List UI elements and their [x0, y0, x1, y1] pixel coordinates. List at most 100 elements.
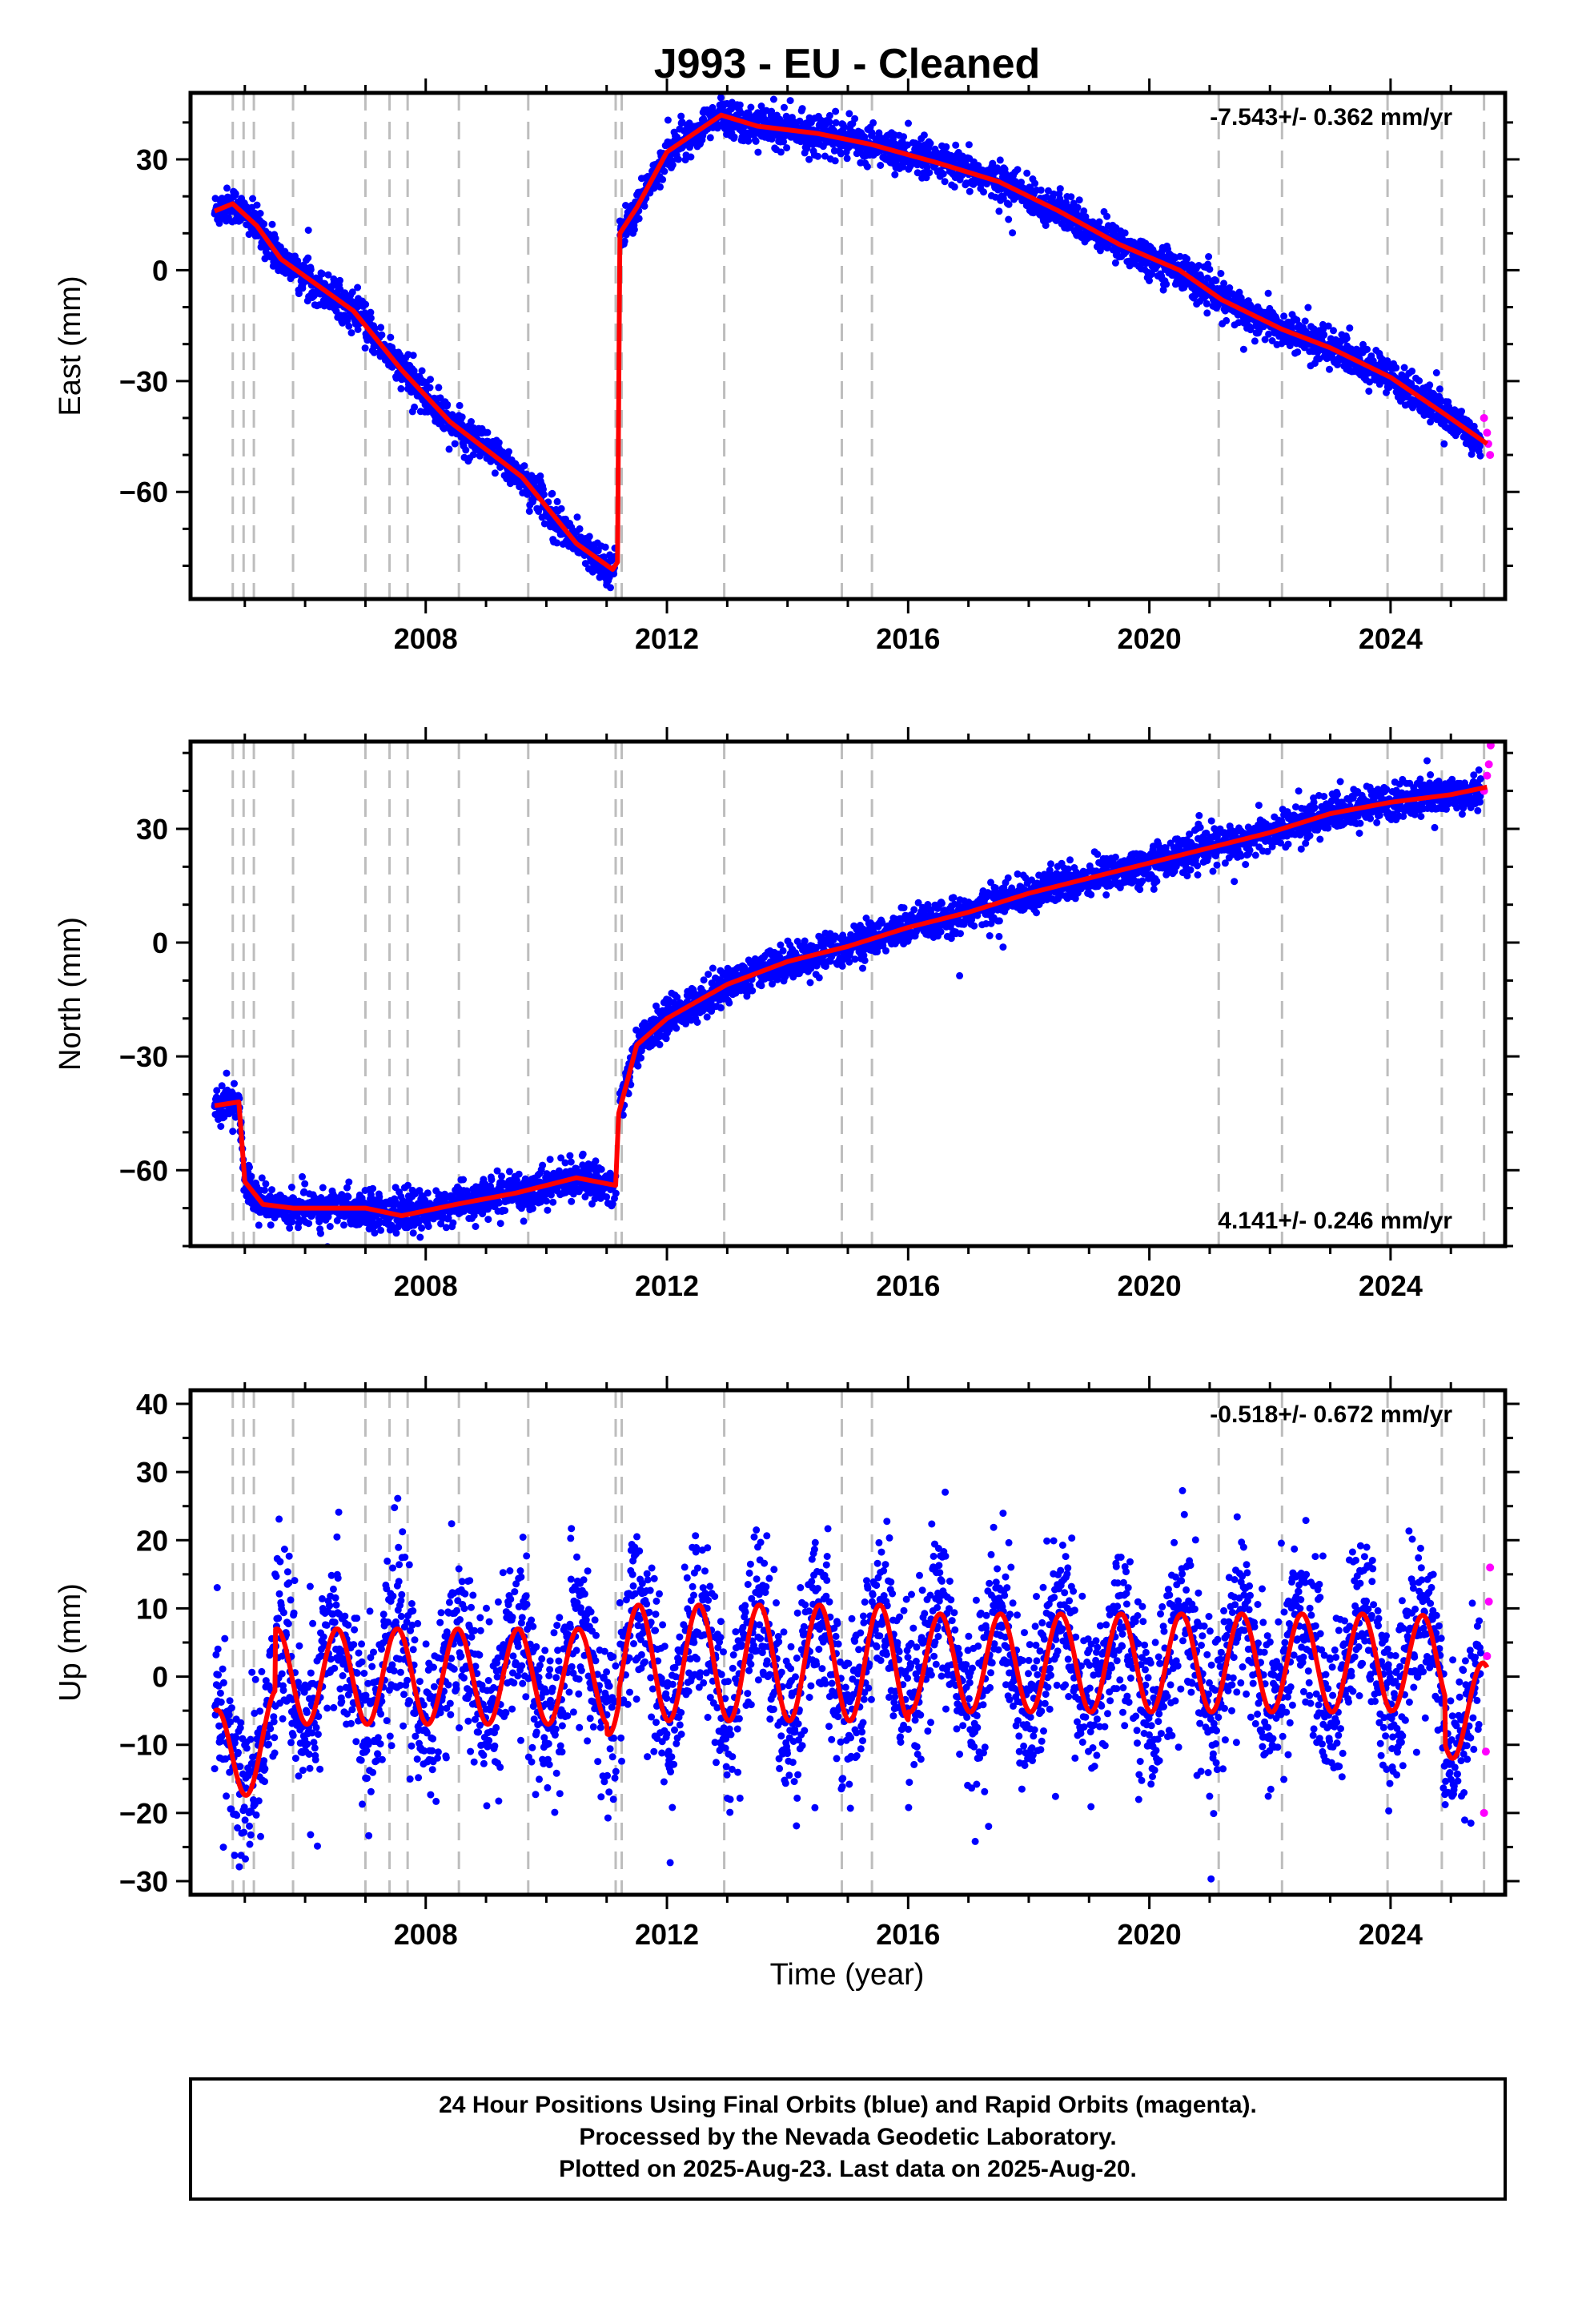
final-orbit-point	[1435, 385, 1443, 393]
final-orbit-point	[276, 243, 284, 251]
final-orbit-point	[942, 143, 950, 151]
final-orbit-point	[603, 1193, 611, 1201]
final-orbit-point	[923, 163, 931, 171]
final-orbit-point	[677, 112, 685, 120]
final-orbit-point	[1082, 213, 1090, 221]
final-orbit-point	[891, 171, 899, 179]
final-orbit-point	[345, 1178, 353, 1186]
final-orbit-point	[548, 489, 556, 497]
final-orbit-point	[926, 169, 934, 177]
final-orbit-point	[231, 1113, 239, 1121]
final-orbit-point	[543, 1197, 550, 1205]
final-orbit-point	[754, 148, 762, 156]
final-orbit-point	[1103, 212, 1111, 220]
final-orbit-point	[1294, 348, 1302, 356]
final-orbit-point	[377, 1226, 385, 1234]
final-orbit-point	[392, 1229, 400, 1237]
final-orbit-point	[435, 384, 443, 392]
final-orbit-point	[340, 1221, 347, 1229]
final-orbit-point	[941, 178, 949, 186]
final-orbit-point	[568, 1197, 576, 1205]
final-orbit-point	[1037, 186, 1045, 194]
final-orbit-point	[693, 1019, 701, 1026]
final-orbit-point	[950, 183, 958, 191]
final-orbit-point	[411, 403, 419, 411]
final-orbit-point	[468, 418, 475, 425]
final-orbit-point	[869, 119, 877, 127]
final-orbit-point	[1304, 304, 1312, 312]
final-orbit-point	[952, 141, 960, 149]
final-orbit-point	[703, 1013, 711, 1021]
final-orbit-point	[851, 115, 859, 123]
final-orbit-point	[520, 462, 528, 470]
final-orbit-point	[347, 329, 355, 337]
final-orbit-point	[640, 202, 648, 210]
final-orbit-point	[656, 1040, 664, 1048]
y-tick-label: 30	[136, 143, 168, 176]
model-line	[213, 112, 1489, 573]
final-orbit-point	[336, 276, 343, 284]
final-orbit-point	[1056, 185, 1064, 193]
final-orbit-point	[1239, 345, 1247, 353]
final-orbit-point	[905, 119, 912, 127]
final-orbit-point	[528, 1204, 536, 1212]
final-orbit-point	[288, 1218, 296, 1226]
final-orbit-point	[607, 584, 614, 592]
final-orbit-point	[496, 1220, 504, 1228]
final-orbit-point	[913, 169, 921, 177]
final-orbit-point	[354, 325, 362, 333]
final-orbit-point	[1018, 179, 1025, 187]
final-orbit-point	[747, 103, 755, 111]
final-orbit-point	[706, 134, 714, 142]
final-orbit-point	[299, 1172, 306, 1180]
final-orbit-point	[1074, 203, 1082, 211]
y-axis-label: East (mm)	[54, 275, 87, 416]
final-orbit-point	[1427, 418, 1435, 426]
y-tick-label: −60	[119, 476, 168, 509]
final-orbit-point	[305, 1220, 313, 1228]
final-orbit-point	[1476, 442, 1484, 450]
rapid-orbit-point	[1486, 451, 1495, 460]
final-orbit-point	[576, 525, 584, 533]
rapid-orbit-point	[1483, 428, 1492, 437]
final-orbit-point	[318, 270, 326, 278]
final-orbit-point	[304, 254, 312, 262]
final-orbit-point	[989, 159, 997, 167]
final-orbit-point	[484, 1216, 492, 1224]
final-orbit-point	[637, 1054, 644, 1062]
final-orbit-point	[1400, 364, 1408, 372]
final-orbit-point	[841, 123, 848, 131]
final-orbit-point	[1408, 368, 1416, 375]
final-orbit-point	[295, 290, 303, 298]
final-orbit-point	[345, 322, 353, 330]
final-orbit-point	[768, 135, 776, 143]
final-orbit-point	[256, 210, 264, 217]
final-orbit-point	[213, 1087, 221, 1095]
final-orbit-point	[700, 976, 708, 984]
final-orbit-point	[798, 105, 806, 113]
final-orbit-point	[1465, 418, 1473, 426]
x-tick-label: 2016	[876, 622, 940, 655]
final-orbit-point	[805, 155, 813, 163]
final-orbit-point	[367, 308, 375, 316]
final-orbit-point	[229, 1128, 237, 1136]
final-orbit-point	[488, 1176, 496, 1184]
final-orbit-point	[1366, 378, 1374, 386]
final-orbit-point	[324, 271, 332, 279]
final-orbit-point	[597, 1165, 605, 1173]
final-orbit-point	[1247, 326, 1255, 334]
final-orbit-point	[817, 116, 825, 124]
final-orbit-point	[418, 1224, 426, 1232]
final-orbit-point	[612, 1189, 620, 1197]
final-orbit-point	[1146, 277, 1153, 284]
final-orbit-point	[1265, 330, 1273, 338]
final-orbit-point	[965, 141, 973, 149]
final-orbit-point	[656, 183, 664, 191]
final-orbit-point	[399, 1196, 407, 1204]
final-orbit-point	[495, 439, 503, 447]
final-orbit-point	[231, 1080, 238, 1088]
final-orbit-point	[304, 227, 312, 234]
final-orbit-point	[539, 1161, 547, 1169]
final-orbit-point	[1293, 316, 1301, 324]
